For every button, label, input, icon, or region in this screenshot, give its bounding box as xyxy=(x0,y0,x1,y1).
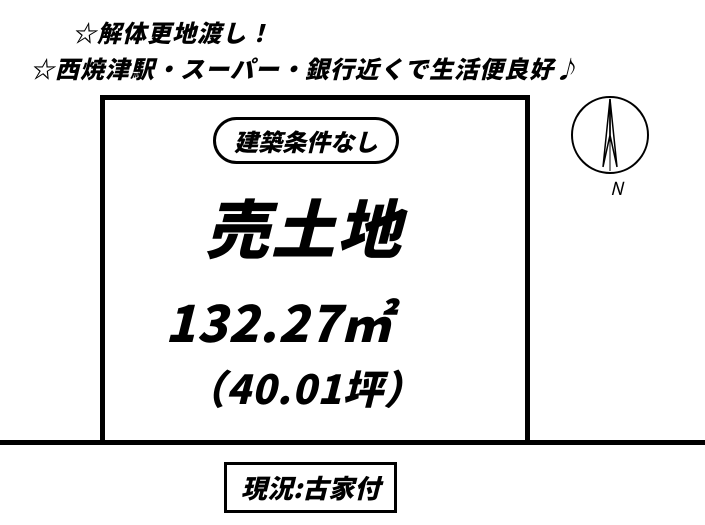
area-sqm: 132.27㎡ xyxy=(165,285,392,357)
condition-pill: 建築条件なし xyxy=(213,117,399,164)
headline-2: ☆西焼津駅・スーパー・銀行近くで生活便良好♪ xyxy=(30,50,579,85)
area-tsubo: （40.01坪） xyxy=(185,358,424,416)
listing-title: 売土地 xyxy=(205,180,403,272)
compass-icon: N xyxy=(570,95,650,195)
headline-1: ☆解体更地渡し！ xyxy=(72,14,272,49)
ground-line xyxy=(0,440,705,445)
status-box: 現況:古家付 xyxy=(224,462,397,513)
compass-label: N xyxy=(610,175,623,201)
